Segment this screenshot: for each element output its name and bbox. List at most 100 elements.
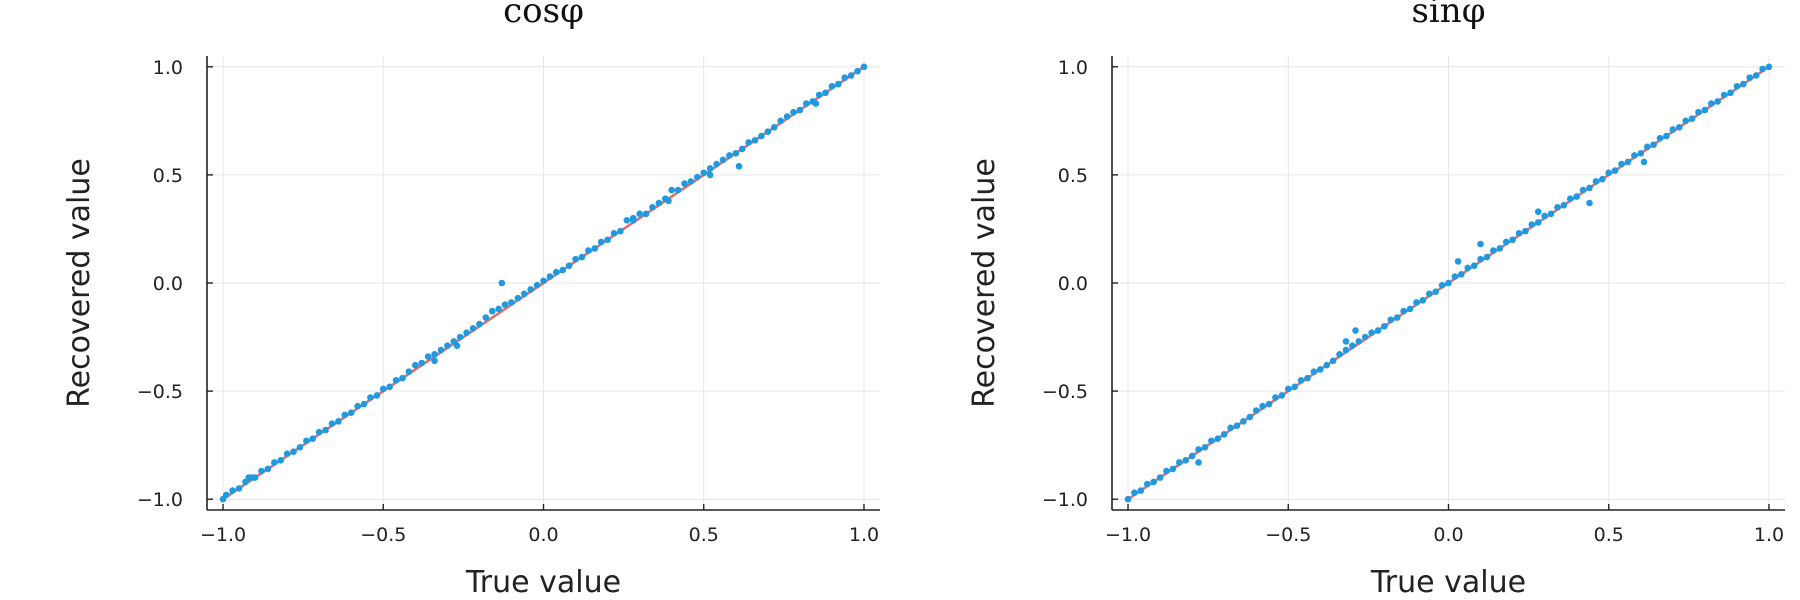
data-point bbox=[540, 277, 547, 285]
data-point bbox=[1445, 279, 1452, 287]
data-point bbox=[828, 82, 836, 90]
data-point bbox=[514, 294, 522, 302]
x-tick-label: 1.0 bbox=[1754, 524, 1784, 546]
data-point bbox=[1368, 329, 1375, 337]
data-point bbox=[1310, 368, 1318, 375]
data-point bbox=[553, 268, 560, 276]
data-point bbox=[222, 491, 230, 499]
data-point bbox=[1342, 346, 1350, 354]
data-point bbox=[1765, 63, 1773, 71]
data-point bbox=[296, 444, 304, 451]
data-point bbox=[1624, 158, 1632, 166]
data-point bbox=[636, 210, 643, 218]
x-tick-label: −1.0 bbox=[1105, 524, 1151, 546]
data-point bbox=[386, 383, 393, 391]
data-point bbox=[1541, 212, 1548, 220]
data-point bbox=[373, 392, 381, 399]
y-tick-label: 0.5 bbox=[1058, 165, 1088, 187]
x-axis-label: True value bbox=[1370, 565, 1526, 600]
data-point bbox=[1701, 106, 1709, 114]
data-point bbox=[1195, 459, 1202, 466]
data-point bbox=[623, 217, 631, 224]
data-point bbox=[1393, 314, 1401, 321]
data-point bbox=[1534, 219, 1542, 226]
data-point bbox=[854, 67, 861, 75]
data-point bbox=[1637, 149, 1645, 157]
x-tick-label: 1.0 bbox=[849, 524, 879, 546]
data-point bbox=[758, 132, 765, 140]
data-point bbox=[1682, 117, 1689, 125]
data-point bbox=[1592, 178, 1600, 185]
data-point bbox=[700, 169, 708, 177]
data-point bbox=[1374, 327, 1382, 334]
data-point bbox=[258, 467, 265, 475]
y-axis-label: Recovered value bbox=[967, 158, 1002, 408]
data-point bbox=[1349, 342, 1356, 349]
data-point bbox=[1156, 474, 1164, 481]
data-point bbox=[533, 281, 541, 289]
data-point bbox=[1599, 175, 1606, 183]
data-point bbox=[1483, 253, 1491, 261]
data-point bbox=[1759, 65, 1766, 73]
data-point bbox=[431, 357, 438, 365]
data-point bbox=[738, 145, 746, 153]
data-point bbox=[412, 361, 419, 369]
data-point bbox=[1470, 262, 1478, 270]
data-point bbox=[251, 474, 259, 481]
data-point bbox=[1727, 89, 1734, 97]
data-point bbox=[501, 301, 509, 308]
data-point bbox=[1640, 158, 1648, 166]
data-point bbox=[1586, 199, 1593, 207]
data-point bbox=[360, 400, 368, 408]
data-point bbox=[719, 156, 727, 164]
y-tick-label: 0.0 bbox=[1058, 273, 1088, 295]
data-point bbox=[751, 137, 759, 144]
data-point bbox=[1496, 245, 1504, 252]
data-point bbox=[1304, 374, 1311, 382]
data-point bbox=[1611, 167, 1619, 174]
data-point bbox=[1509, 236, 1516, 244]
data-point bbox=[1675, 124, 1683, 131]
data-point bbox=[264, 465, 272, 473]
data-point bbox=[655, 199, 663, 207]
data-point bbox=[1278, 392, 1286, 399]
data-point bbox=[1291, 383, 1298, 391]
y-tick-label: −1.0 bbox=[137, 489, 183, 511]
data-point bbox=[847, 72, 855, 79]
x-axis-label: True value bbox=[465, 565, 621, 600]
data-point bbox=[1317, 366, 1324, 373]
data-point bbox=[565, 262, 573, 270]
data-point bbox=[1342, 338, 1350, 345]
data-point bbox=[495, 305, 502, 313]
data-point bbox=[726, 152, 733, 159]
data-point bbox=[1406, 305, 1414, 313]
data-point bbox=[1490, 247, 1497, 254]
data-point bbox=[777, 117, 784, 125]
data-point bbox=[1259, 402, 1266, 410]
x-tick-label: 0.0 bbox=[528, 524, 558, 546]
data-point bbox=[1195, 446, 1202, 453]
data-point bbox=[783, 113, 791, 120]
data-point bbox=[1131, 489, 1138, 497]
data-point bbox=[1352, 327, 1359, 334]
data-point bbox=[1631, 152, 1638, 159]
data-point bbox=[822, 89, 829, 97]
data-point bbox=[1182, 456, 1190, 464]
data-point bbox=[1284, 385, 1292, 393]
data-point bbox=[1477, 240, 1484, 248]
chart-panel-1: −1.0 −0.5 0.0 0.5 1.0 −1.0 −0.5 0.0 0.5 1.0 cosφ Tr… bbox=[62, 0, 880, 600]
y-tick-label: 1.0 bbox=[153, 57, 183, 79]
data-point bbox=[1534, 208, 1542, 215]
data-point bbox=[1246, 413, 1254, 421]
y-tick-label: −0.5 bbox=[137, 381, 183, 403]
data-point bbox=[1220, 431, 1228, 438]
data-point bbox=[1695, 108, 1702, 116]
data-point bbox=[1163, 467, 1170, 475]
data-point bbox=[1714, 98, 1721, 105]
data-point bbox=[796, 106, 804, 114]
data-point bbox=[488, 307, 496, 315]
y-axis-label: Recovered value bbox=[62, 158, 97, 408]
data-point bbox=[322, 426, 329, 434]
x-tick-label: 0.5 bbox=[689, 524, 719, 546]
data-point bbox=[546, 273, 554, 280]
